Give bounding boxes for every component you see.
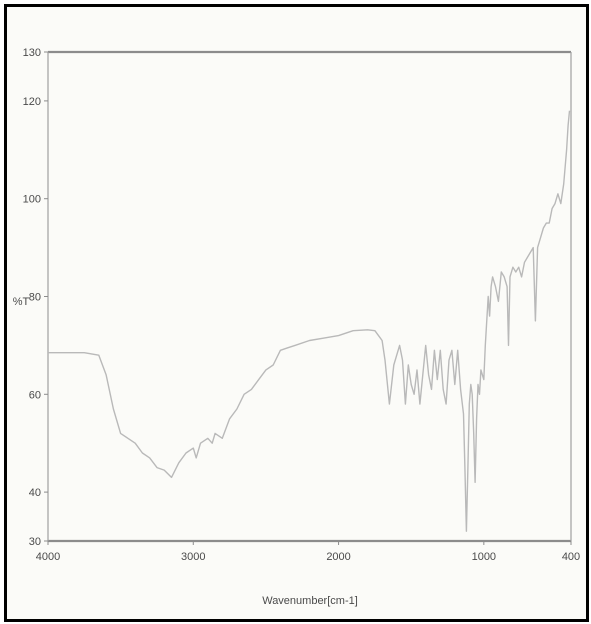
- y-axis-title: %T: [13, 296, 30, 308]
- x-axis-title: Wavenumber[cm-1]: [262, 595, 358, 607]
- y-tick-label: 30: [29, 536, 41, 548]
- x-tick-label: 4000: [36, 551, 60, 563]
- y-tick-label: 40: [29, 487, 41, 499]
- chart-frame: [4, 4, 589, 622]
- x-tick-label: 400: [562, 551, 580, 563]
- y-tick-label: 60: [29, 389, 41, 401]
- y-tick-label: 130: [23, 47, 41, 59]
- chart-axes: [47, 50, 572, 543]
- x-tick-label: 2000: [326, 551, 350, 563]
- x-tick-label: 3000: [181, 551, 205, 563]
- x-tick-label: 1000: [472, 551, 496, 563]
- chart-series: [48, 110, 571, 532]
- y-tick-label: 80: [29, 292, 41, 304]
- spectrum-line: [48, 110, 571, 532]
- y-tick-label: 120: [23, 96, 41, 108]
- y-tick-label: 100: [23, 194, 41, 206]
- chart-ticks: 30 40 60 80 100 120 130 4000 3000 2000 1000 400: [23, 47, 581, 563]
